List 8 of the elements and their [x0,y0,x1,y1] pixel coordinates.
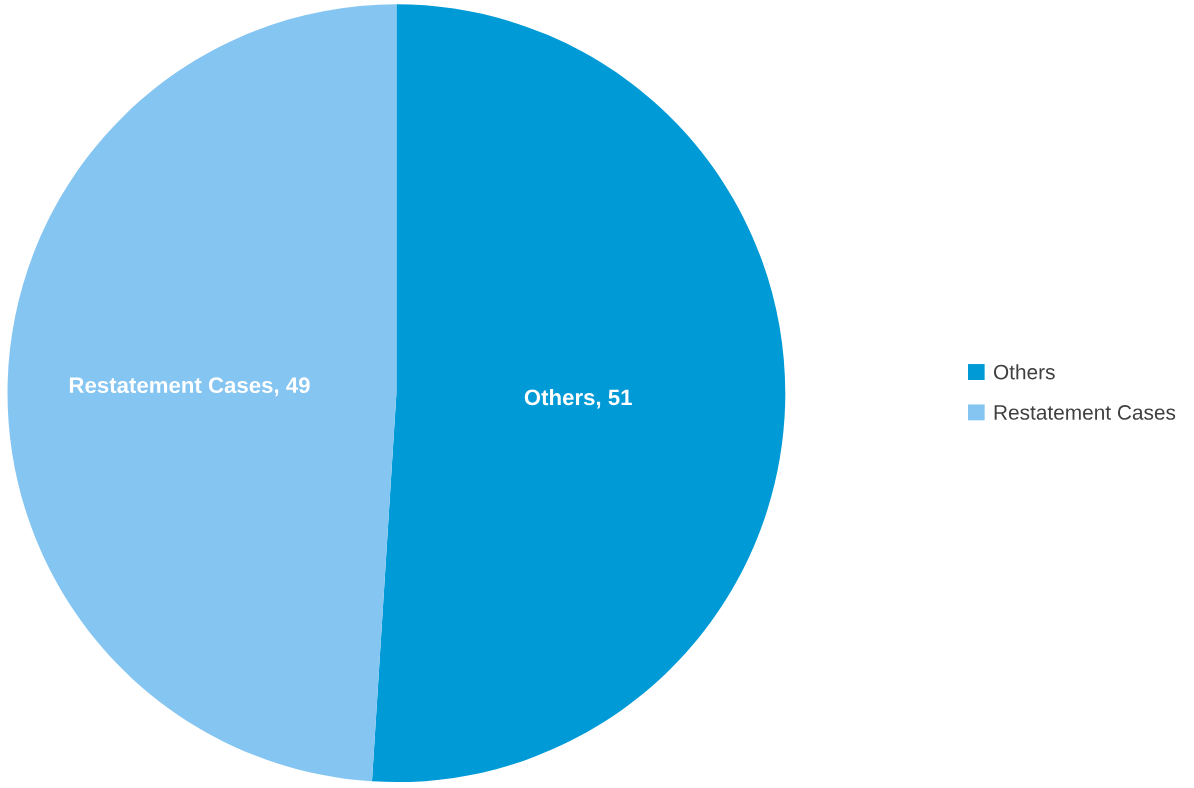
legend-label: Restatement Cases [994,405,1176,420]
data-label: , 49 [274,377,310,397]
slice-label: Others [524,388,595,406]
pie-slice [7,4,397,782]
slice-label: Restatement Cases [69,377,273,394]
data-label: , 51 [596,389,632,409]
pie-slice [371,4,786,783]
legend-label: Others [993,364,1055,380]
